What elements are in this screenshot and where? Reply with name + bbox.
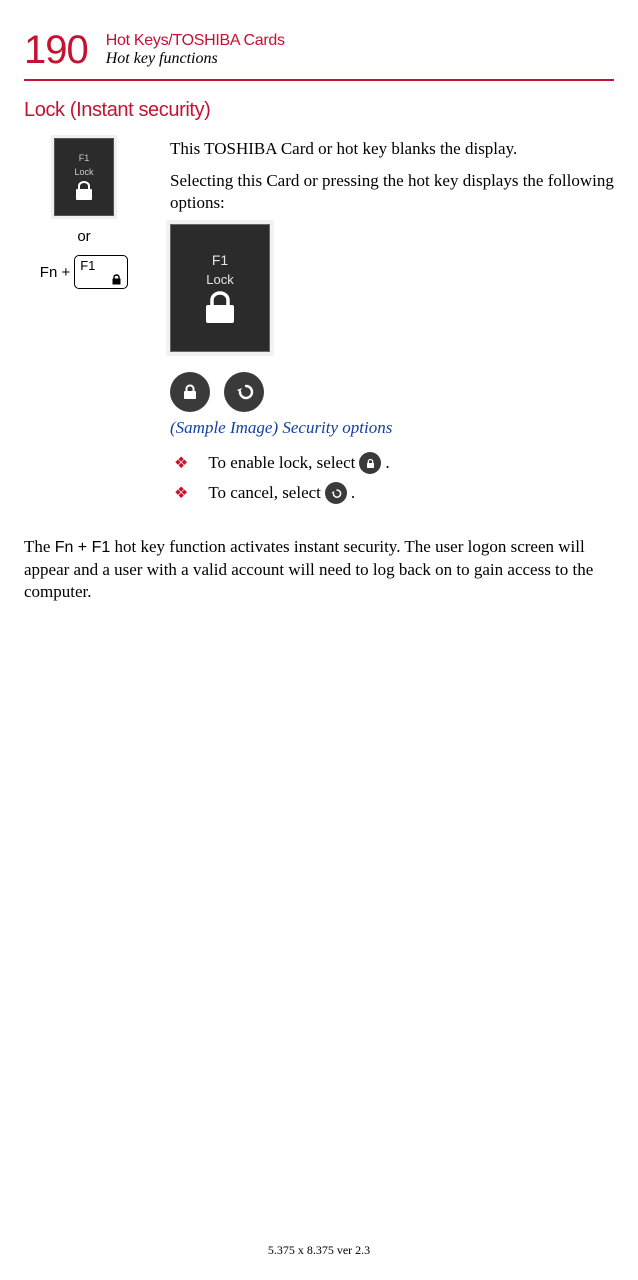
lock-icon [201, 291, 239, 325]
f1-key-label: F1 [80, 258, 95, 273]
toshiba-card-small: F1 Lock [54, 138, 114, 216]
page-footer: 5.375 x 8.375 ver 2.3 [0, 1243, 638, 1258]
card-large-f-label: F1 [212, 252, 228, 268]
f1-key: F1 [74, 255, 128, 289]
page-header: 190 Hot Keys/TOSHIBA Cards Hot key funct… [24, 28, 614, 73]
bullet-2-prefix: To cancel, select [208, 483, 321, 503]
card-small-f-label: F1 [79, 153, 90, 163]
fn-key-combo: Fn + F1 [40, 255, 128, 289]
card-large-lock-label: Lock [206, 272, 233, 287]
lock-icon [111, 274, 122, 285]
bullet-1-prefix: To enable lock, select [208, 453, 355, 473]
lock-icon [365, 458, 376, 469]
paragraph-1: This TOSHIBA Card or hot key blanks the … [170, 138, 614, 160]
lock-icon [73, 181, 95, 201]
bullet-item-2: ❖ To cancel, select . [170, 482, 614, 504]
lock-option-button [170, 372, 210, 412]
header-title-main: Hot Keys/TOSHIBA Cards [106, 32, 285, 50]
header-titles: Hot Keys/TOSHIBA Cards Hot key functions [106, 28, 285, 68]
lock-inline-button [359, 452, 381, 474]
bullet-1-suffix: . [385, 453, 389, 473]
paragraph-2: Selecting this Card or pressing the hot … [170, 170, 614, 214]
bullet-glyph: ❖ [174, 453, 188, 473]
card-small-lock-label: Lock [74, 167, 93, 177]
cancel-option-button [224, 372, 264, 412]
bullet-item-1: ❖ To enable lock, select . [170, 452, 614, 474]
cancel-inline-button [325, 482, 347, 504]
toshiba-card-large: F1 Lock [170, 224, 270, 352]
back-arrow-icon [329, 487, 342, 500]
sample-image-caption: (Sample Image) Security options [170, 418, 614, 438]
bullet-2-text: To cancel, select . [208, 482, 355, 504]
bullet-glyph: ❖ [174, 483, 188, 503]
closing-key-combo: Fn + F1 [55, 539, 111, 556]
fn-prefix: Fn + [40, 264, 70, 281]
bullet-2-suffix: . [351, 483, 355, 503]
bullet-1-text: To enable lock, select . [208, 452, 389, 474]
closing-prefix: The [24, 537, 55, 556]
or-label: or [77, 228, 90, 245]
right-column: This TOSHIBA Card or hot key blanks the … [170, 138, 614, 512]
closing-suffix: hot key function activates instant secur… [24, 537, 593, 601]
header-title-sub: Hot key functions [106, 50, 285, 68]
back-arrow-icon [233, 381, 255, 403]
closing-paragraph: The Fn + F1 hot key function activates i… [24, 536, 614, 603]
option-icons-row [170, 372, 614, 412]
section-title: Lock (Instant security) [24, 99, 614, 122]
lock-icon [181, 383, 199, 401]
header-divider [24, 79, 614, 81]
left-column: F1 Lock or Fn + F1 [24, 138, 144, 512]
page-number: 190 [24, 28, 88, 73]
